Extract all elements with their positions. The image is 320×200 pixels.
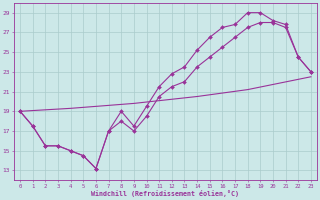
X-axis label: Windchill (Refroidissement éolien,°C): Windchill (Refroidissement éolien,°C)	[92, 190, 239, 197]
